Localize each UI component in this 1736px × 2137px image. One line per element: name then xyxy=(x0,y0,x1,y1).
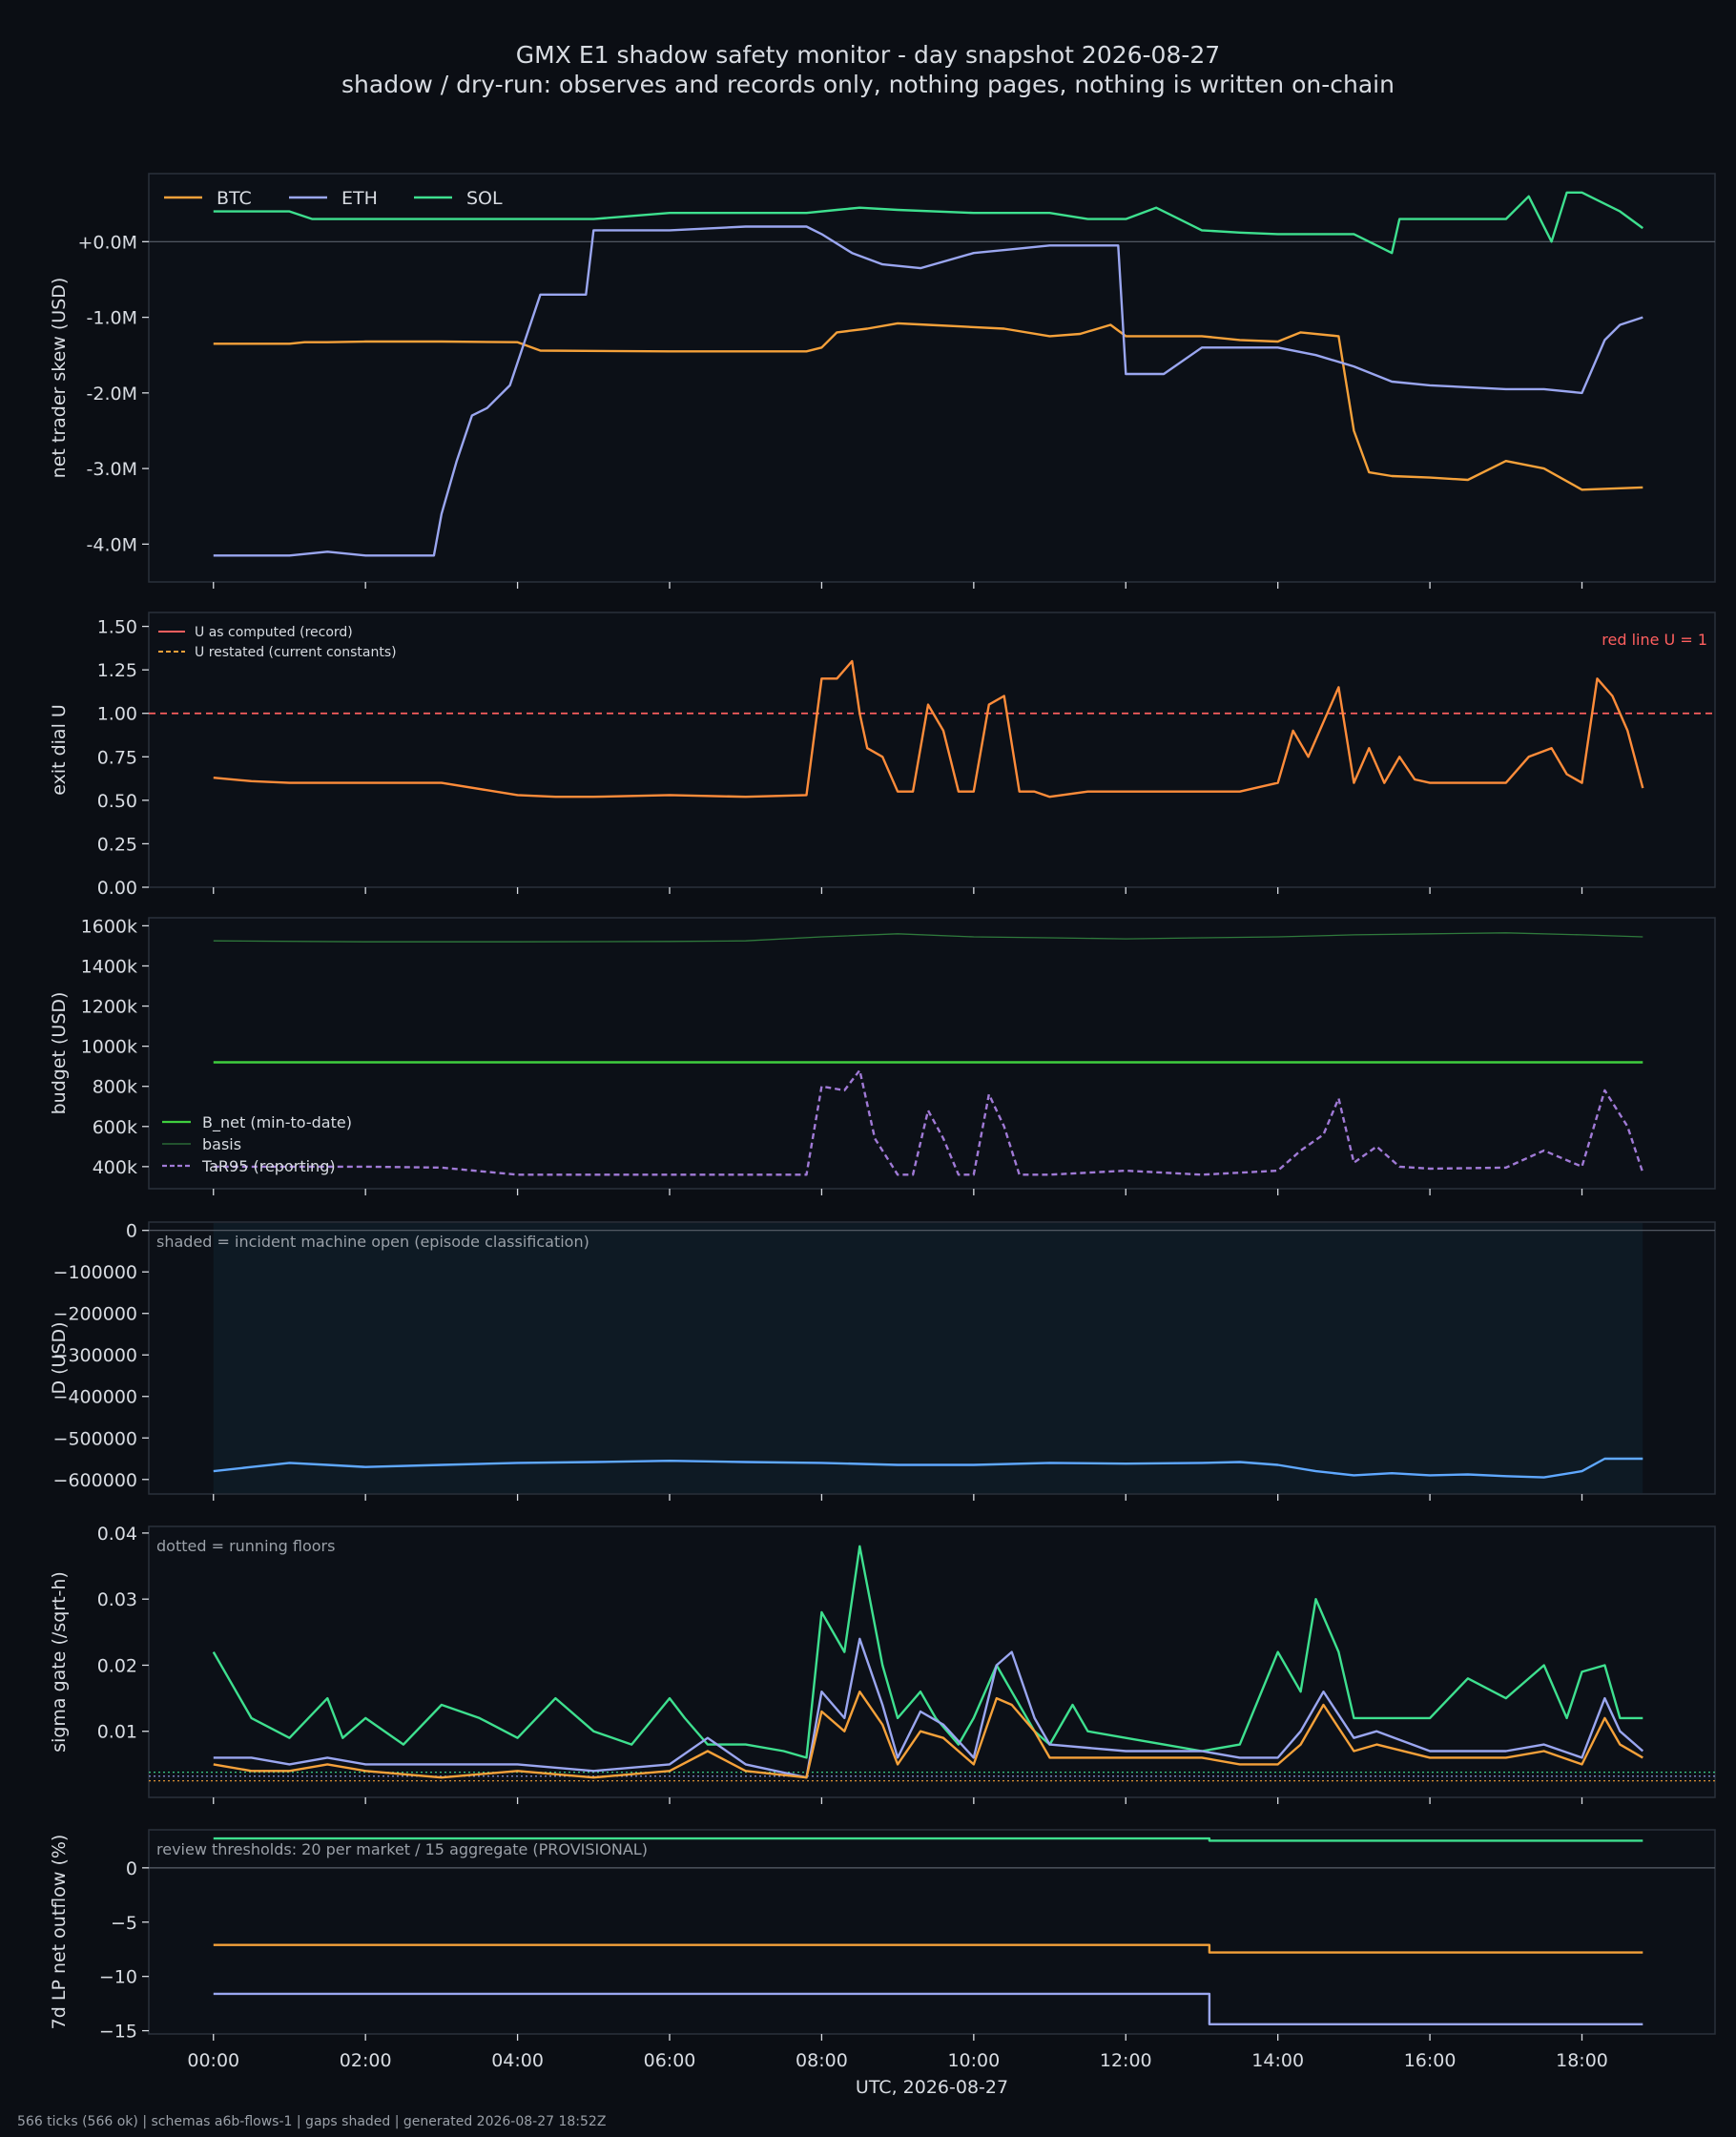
panel-drawdown: 0 −100000 −200000 −300000 −400000 −500000 −600… xyxy=(49,1221,1716,1501)
chart-subtitle: shadow / dry-run: observes and records o… xyxy=(341,71,1395,98)
y-tick-label: 400k xyxy=(93,1157,137,1178)
x-tick-label: 00:00 xyxy=(187,2050,239,2071)
y-tick-label: 0 xyxy=(126,1858,137,1879)
panel-skew: +0.0M -1.0M -2.0M -3.0M -4.0M net trader skew… xyxy=(49,173,1716,589)
y-tick-label: 1600k xyxy=(81,916,137,937)
x-tick-label: 04:00 xyxy=(491,2050,544,2071)
y-tick-label: 0 xyxy=(126,1221,137,1242)
y-tick-label: −15 xyxy=(99,2022,137,2043)
series-line-btc xyxy=(213,322,1643,491)
y-tick-label: −600000 xyxy=(53,1470,137,1491)
y-axis-label: net trader skew (USD) xyxy=(49,278,70,479)
y-tick-label: −100000 xyxy=(53,1262,137,1283)
y-tick-label: -3.0M xyxy=(87,459,137,480)
legend-label-sol: SOL xyxy=(466,188,503,209)
panel-note: review thresholds: 20 per market / 15 ag… xyxy=(156,1840,648,1858)
series-line-eth xyxy=(213,1637,1644,1779)
y-tick-label: 1400k xyxy=(81,956,137,977)
y-tick-label: 0.03 xyxy=(97,1589,137,1610)
x-tick-label: 10:00 xyxy=(947,2050,1000,2071)
x-tick-label: 14:00 xyxy=(1251,2050,1304,2071)
panel-sigma: 0.01 0.02 0.03 0.04 sigma gate (/sqrt-h) dott… xyxy=(49,1524,1716,1804)
y-tick-label: 0.25 xyxy=(97,834,137,855)
series-line-eth xyxy=(213,225,1643,557)
series-line-tar95-reporting- xyxy=(213,1068,1644,1176)
x-tick-label: 18:00 xyxy=(1556,2050,1608,2071)
y-tick-label: 1200k xyxy=(81,997,137,1018)
x-tick-label: 08:00 xyxy=(796,2050,848,2071)
series-line-btc xyxy=(213,1690,1643,1779)
series-line-sol xyxy=(213,191,1644,255)
panel-note: dotted = running floors xyxy=(156,1537,335,1555)
y-tick-label: 1.25 xyxy=(97,660,137,681)
y-tick-label: −200000 xyxy=(53,1304,137,1325)
red-line-label: red line U = 1 xyxy=(1602,631,1707,649)
series-line-sol xyxy=(213,1836,1643,1842)
x-tick-label: 06:00 xyxy=(644,2050,696,2071)
y-axis-label: budget (USD) xyxy=(49,992,70,1115)
x-tick-label: 16:00 xyxy=(1404,2050,1457,2071)
panel-lp_outflow: 0 −5 −10 −15 7d LP net outflow (%) review thr… xyxy=(49,1829,1716,2043)
legend-label: U as computed (record) xyxy=(195,625,353,640)
y-tick-label: −5 xyxy=(111,1913,137,1934)
y-tick-label: −500000 xyxy=(53,1428,137,1449)
legend-label: U restated (current constants) xyxy=(195,645,397,660)
footer-status: 566 ticks (566 ok) | schemas a6b-flows-1… xyxy=(17,2114,606,2129)
series-line-u xyxy=(213,659,1644,799)
y-tick-label: −400000 xyxy=(53,1387,137,1408)
series-line-btc xyxy=(213,1943,1643,1954)
y-tick-label: 600k xyxy=(93,1117,137,1138)
y-tick-label: -1.0M xyxy=(87,308,137,329)
series-line-sol xyxy=(212,1545,1643,1759)
series-line-eth xyxy=(213,1992,1643,2026)
y-tick-label: 1000k xyxy=(81,1037,137,1058)
y-tick-label: 0.50 xyxy=(97,791,137,812)
legend-label: basis xyxy=(202,1135,241,1153)
incident-shade-region xyxy=(213,1223,1643,1493)
y-tick-label: 0.00 xyxy=(97,878,137,899)
y-tick-label: −10 xyxy=(99,1967,137,1988)
y-axis-label: D (USD) xyxy=(49,1321,70,1394)
legend-label-eth: ETH xyxy=(341,188,378,209)
panel-u_dial: 0.00 0.25 0.50 0.75 1.00 1.25 1.50 exit dial U r… xyxy=(49,612,1716,899)
panel-frame-skew xyxy=(148,173,1716,583)
y-tick-label: -4.0M xyxy=(87,534,137,555)
y-tick-label: 1.50 xyxy=(97,617,137,638)
panel-budget: 400k 600k 800k 1000k 1200k 1400k 1600k budget (… xyxy=(49,916,1716,1195)
y-tick-label: 0.02 xyxy=(97,1655,137,1676)
y-tick-label: 0.04 xyxy=(97,1524,137,1545)
series-line-basis xyxy=(213,932,1643,943)
x-axis-label: UTC, 2026-08-27 xyxy=(856,2077,1008,2098)
y-tick-label: 1.00 xyxy=(97,704,137,725)
legend-label: B_net (min-to-date) xyxy=(202,1113,352,1132)
y-axis-label: exit dial U xyxy=(49,704,70,796)
x-tick-label: 12:00 xyxy=(1100,2050,1152,2071)
panel-frame-budget xyxy=(148,917,1716,1190)
legend-label-btc: BTC xyxy=(217,188,252,209)
panel-frame-u_dial xyxy=(148,612,1716,888)
legend-label: TaR95 (reporting) xyxy=(201,1157,336,1175)
chart-panels: +0.0M -1.0M -2.0M -3.0M -4.0M net trader skew… xyxy=(49,173,1716,2098)
y-tick-label: -2.0M xyxy=(87,384,137,405)
y-tick-label: 800k xyxy=(93,1077,137,1098)
x-tick-label: 02:00 xyxy=(340,2050,392,2071)
y-axis-label: sigma gate (/sqrt-h) xyxy=(49,1571,70,1753)
y-tick-label: 0.01 xyxy=(97,1722,137,1743)
y-tick-label: −300000 xyxy=(53,1345,137,1366)
y-axis-label: 7d LP net outflow (%) xyxy=(49,1835,70,2030)
panel-frame-lp_outflow xyxy=(148,1829,1716,2035)
shade-note: shaded = incident machine open (episode … xyxy=(156,1233,589,1251)
series-line-d xyxy=(213,1457,1643,1479)
y-tick-label: +0.0M xyxy=(77,232,137,253)
y-tick-label: 0.75 xyxy=(97,747,137,768)
chart-title: GMX E1 shadow safety monitor - day snaps… xyxy=(516,41,1220,69)
